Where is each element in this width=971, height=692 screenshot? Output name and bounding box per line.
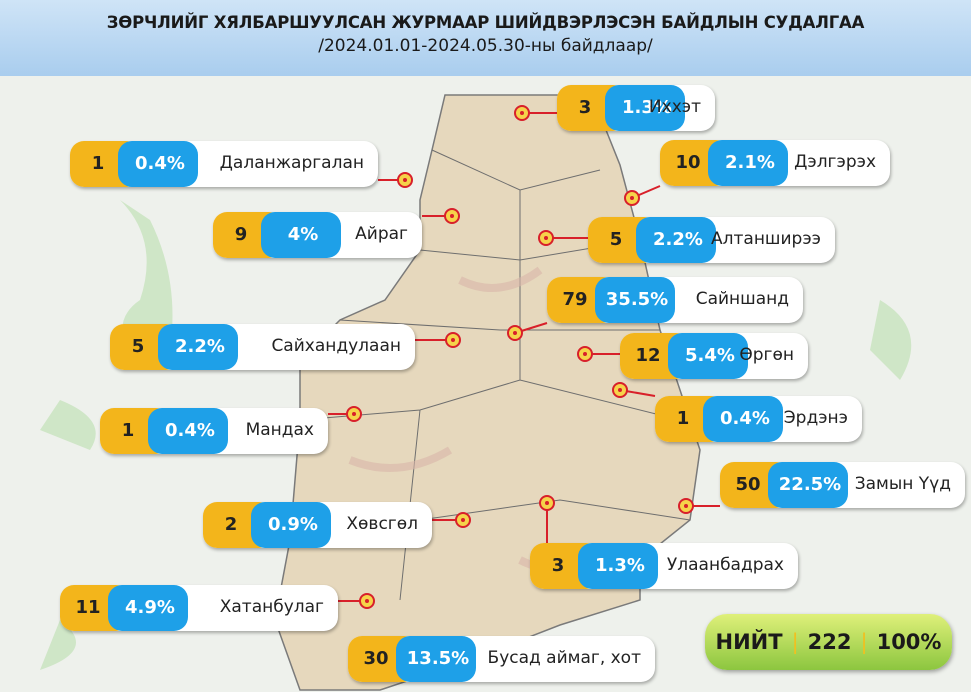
district-name: Хатанбулаг: [220, 597, 324, 617]
location-dot: [403, 178, 407, 182]
page: ЗӨРЧЛИЙГ ХЯЛБАРШУУЛСАН ЖУРМААР ШИЙДВЭРЛЭ…: [0, 0, 971, 692]
separator: |: [792, 630, 799, 654]
percent: 5.4%: [672, 345, 748, 366]
district-name: Хөвсгөл: [346, 514, 418, 534]
percent: 2.1%: [712, 152, 788, 173]
total-badge: НИЙТ | 222 | 100%: [705, 614, 952, 670]
count: 5: [588, 229, 644, 250]
location-dot: [684, 504, 688, 508]
percent: 0.4%: [152, 420, 228, 441]
location-dot: [630, 196, 634, 200]
count: 11: [60, 597, 116, 618]
location-dot: [513, 331, 517, 335]
district-name: Мандах: [246, 420, 314, 440]
district-name: Сайншанд: [696, 289, 789, 309]
count: 50: [720, 474, 776, 495]
location-dot: [365, 599, 369, 603]
count: 9: [213, 224, 269, 245]
separator: |: [861, 630, 868, 654]
count: 3: [530, 555, 586, 576]
district-name: Дэлгэрэх: [794, 152, 876, 172]
count: 3: [557, 97, 613, 118]
location-dot: [544, 236, 548, 240]
district-name: Өргөн: [739, 345, 794, 365]
percent: 2.2%: [640, 229, 716, 250]
location-dot: [583, 352, 587, 356]
count: 30: [348, 648, 404, 669]
district-name: Эрдэнэ: [784, 408, 848, 428]
count: 1: [655, 408, 711, 429]
count: 2: [203, 514, 259, 535]
district-name: Даланжаргалан: [220, 153, 364, 173]
total-count: 222: [808, 630, 852, 654]
district-name: Иххэт: [649, 97, 701, 117]
count: 1: [70, 153, 126, 174]
total-label: НИЙТ: [716, 630, 783, 654]
count: 10: [660, 152, 716, 173]
percent: 0.4%: [707, 408, 783, 429]
percent: 13.5%: [400, 648, 476, 669]
count: 5: [110, 336, 166, 357]
percent: 0.4%: [122, 153, 198, 174]
location-dot: [450, 214, 454, 218]
percent: 22.5%: [772, 474, 848, 495]
district-name: Алтанширээ: [711, 229, 821, 249]
location-dot: [451, 338, 455, 342]
count: 12: [620, 345, 676, 366]
count: 1: [100, 420, 156, 441]
header: ЗӨРЧЛИЙГ ХЯЛБАРШУУЛСАН ЖУРМААР ШИЙДВЭРЛЭ…: [0, 0, 971, 76]
percent: 0.9%: [255, 514, 331, 535]
location-dot: [520, 111, 524, 115]
location-dot: [618, 388, 622, 392]
percent: 1.3%: [582, 555, 658, 576]
total-percent: 100%: [877, 630, 942, 654]
location-dot: [545, 501, 549, 505]
title: ЗӨРЧЛИЙГ ХЯЛБАРШУУЛСАН ЖУРМААР ШИЙДВЭРЛЭ…: [0, 13, 971, 32]
count: 79: [547, 289, 603, 310]
percent: 4.9%: [112, 597, 188, 618]
percent: 35.5%: [599, 289, 675, 310]
district-name: Айраг: [355, 224, 408, 244]
district-name: Замын Үүд: [855, 474, 951, 494]
percent: 4%: [265, 224, 341, 245]
subtitle: /2024.01.01-2024.05.30-ны байдлаар/: [0, 36, 971, 56]
district-name: Улаанбадрах: [667, 555, 784, 575]
district-name: Бусад аймаг, хот: [488, 648, 641, 668]
district-name: Сайхандулаан: [271, 336, 401, 356]
location-dot: [461, 518, 465, 522]
location-dot: [352, 412, 356, 416]
percent: 2.2%: [162, 336, 238, 357]
